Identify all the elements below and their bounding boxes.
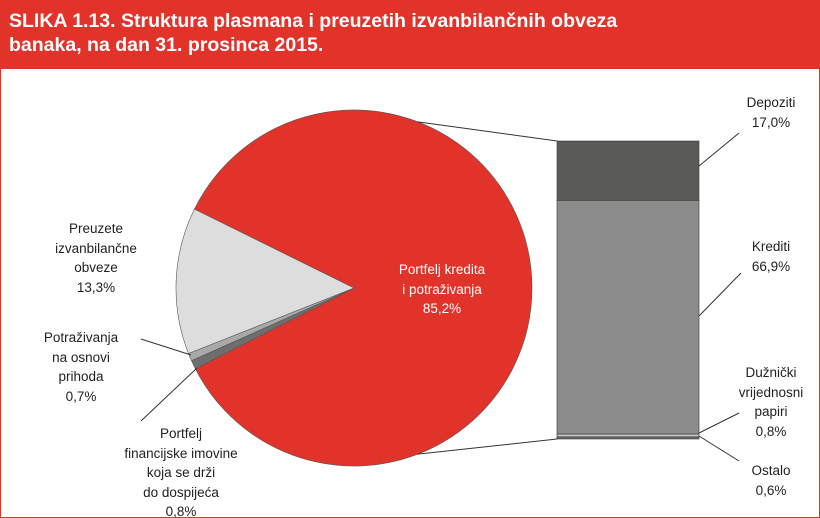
leader-line: [698, 132, 740, 167]
label-value: 85,2%: [422, 301, 462, 316]
label-value: 0,8%: [165, 504, 197, 518]
connector: [417, 121, 558, 142]
label-name: Potraživanja na osnovi prihoda: [43, 330, 119, 384]
data-label: Preuzete izvanbilančne obveze 13,3%: [55, 219, 137, 297]
data-label: Ostalo 0,6%: [751, 461, 790, 500]
label-value: 13,3%: [76, 279, 116, 295]
data-label: Potraživanja na osnovi prihoda 0,7%: [44, 328, 118, 406]
leader-line: [698, 272, 742, 317]
leader-line: [698, 435, 740, 462]
data-label: Portfelj kredita i potraživanja 85,2%: [399, 260, 485, 319]
label-value: 0,6%: [755, 482, 787, 498]
pie-slice: [194, 109, 533, 467]
chart-title: SLIKA 1.13. Struktura plasmana i preuzet…: [9, 10, 618, 56]
bar-segment: [556, 436, 700, 440]
pie-slice: [175, 208, 355, 354]
label-name: Portfelj financijske imovine koja se drž…: [124, 426, 238, 500]
data-label: Depoziti 17,0%: [747, 93, 796, 132]
label-value: 17,0%: [751, 114, 791, 130]
header: SLIKA 1.13. Struktura plasmana i preuzet…: [1, 1, 819, 69]
bar-segment: [556, 200, 700, 435]
data-label: Portfelj financijske imovine koja se drž…: [124, 424, 238, 518]
data-label: Krediti 66,9%: [752, 237, 790, 276]
bar-segment: [556, 140, 700, 201]
leader-line: [140, 367, 198, 422]
label-value: 0,8%: [755, 423, 787, 439]
label-name: Preuzete izvanbilančne obveze: [55, 221, 137, 275]
label-name: Ostalo: [751, 463, 791, 478]
label-name: Portfelj kredita i potraživanja: [398, 262, 486, 297]
bar-segment: [556, 433, 700, 438]
label-value: 66,9%: [751, 258, 791, 274]
leader-line: [140, 338, 192, 356]
leader-line: [698, 412, 740, 434]
label-value: 0,7%: [65, 388, 97, 404]
label-name: Depoziti: [746, 95, 796, 110]
connector: [417, 438, 558, 455]
label-name: Dužnički vrijednosni papiri: [738, 365, 804, 419]
data-label: Dužnički vrijednosni papiri 0,8%: [739, 363, 804, 441]
label-name: Krediti: [751, 239, 791, 254]
